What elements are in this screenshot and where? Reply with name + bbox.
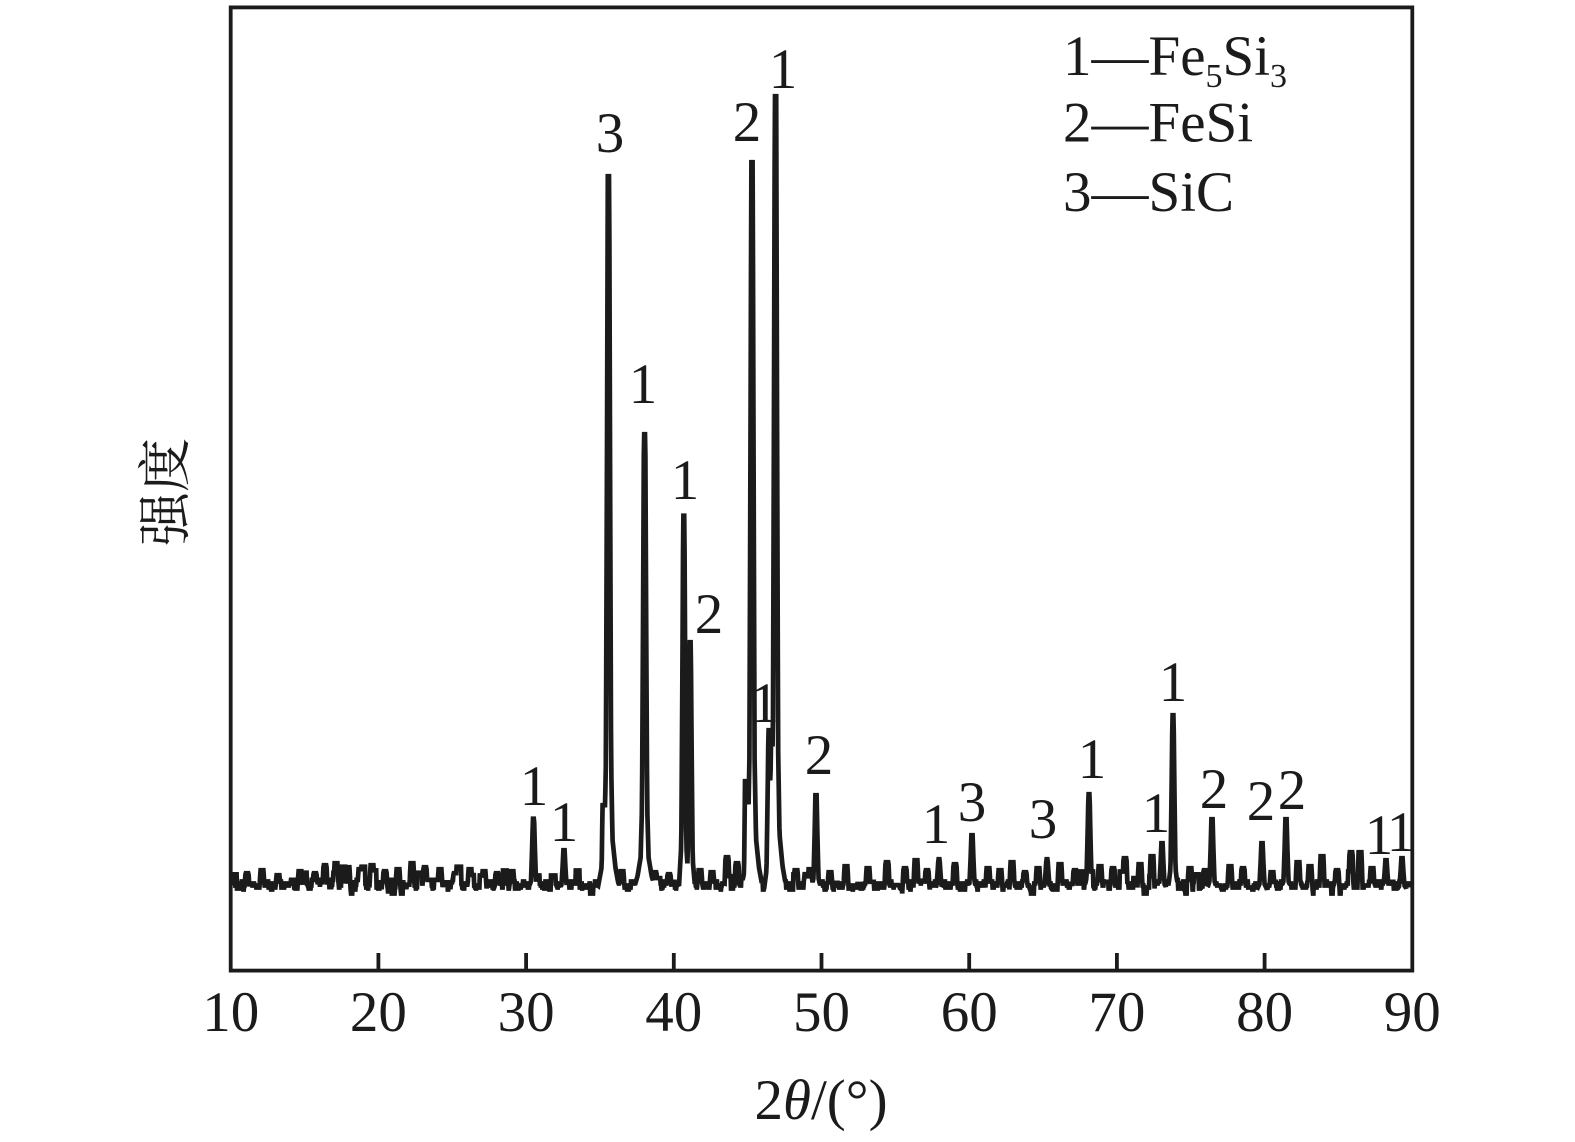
svg-text:2—FeSi: 2—FeSi: [1063, 92, 1253, 155]
svg-text:70: 70: [1088, 981, 1145, 1044]
svg-text:1: 1: [550, 791, 579, 854]
svg-text:20: 20: [350, 981, 407, 1044]
svg-text:80: 80: [1236, 981, 1293, 1044]
svg-text:1: 1: [671, 449, 700, 512]
svg-text:1—Fe5Si3: 1—Fe5Si3: [1063, 25, 1287, 95]
svg-text:50: 50: [793, 981, 850, 1044]
svg-text:3: 3: [958, 771, 987, 834]
svg-text:1: 1: [922, 793, 951, 856]
svg-text:10: 10: [202, 981, 259, 1044]
svg-text:1: 1: [1365, 804, 1394, 867]
svg-text:1: 1: [629, 353, 658, 416]
svg-text:2: 2: [1200, 758, 1229, 821]
svg-text:1: 1: [1078, 728, 1107, 791]
svg-text:3: 3: [1029, 788, 1058, 851]
svg-text:3: 3: [596, 102, 625, 165]
svg-text:1: 1: [1387, 801, 1416, 864]
svg-text:2: 2: [733, 91, 762, 154]
svg-text:2: 2: [1247, 770, 1276, 833]
svg-text:1: 1: [520, 755, 549, 818]
svg-text:90: 90: [1384, 981, 1441, 1044]
svg-text:2: 2: [805, 724, 834, 787]
svg-text:40: 40: [645, 981, 702, 1044]
svg-text:3—SiC: 3—SiC: [1063, 161, 1234, 224]
svg-text:2: 2: [695, 583, 724, 646]
svg-text:2θ/(°): 2θ/(°): [754, 1069, 887, 1132]
svg-text:1: 1: [1142, 782, 1171, 845]
svg-text:2: 2: [1278, 759, 1307, 822]
svg-text:1: 1: [1159, 651, 1188, 714]
svg-text:1: 1: [750, 672, 779, 735]
svg-text:30: 30: [498, 981, 555, 1044]
svg-text:1: 1: [769, 38, 798, 101]
svg-text:60: 60: [941, 981, 998, 1044]
